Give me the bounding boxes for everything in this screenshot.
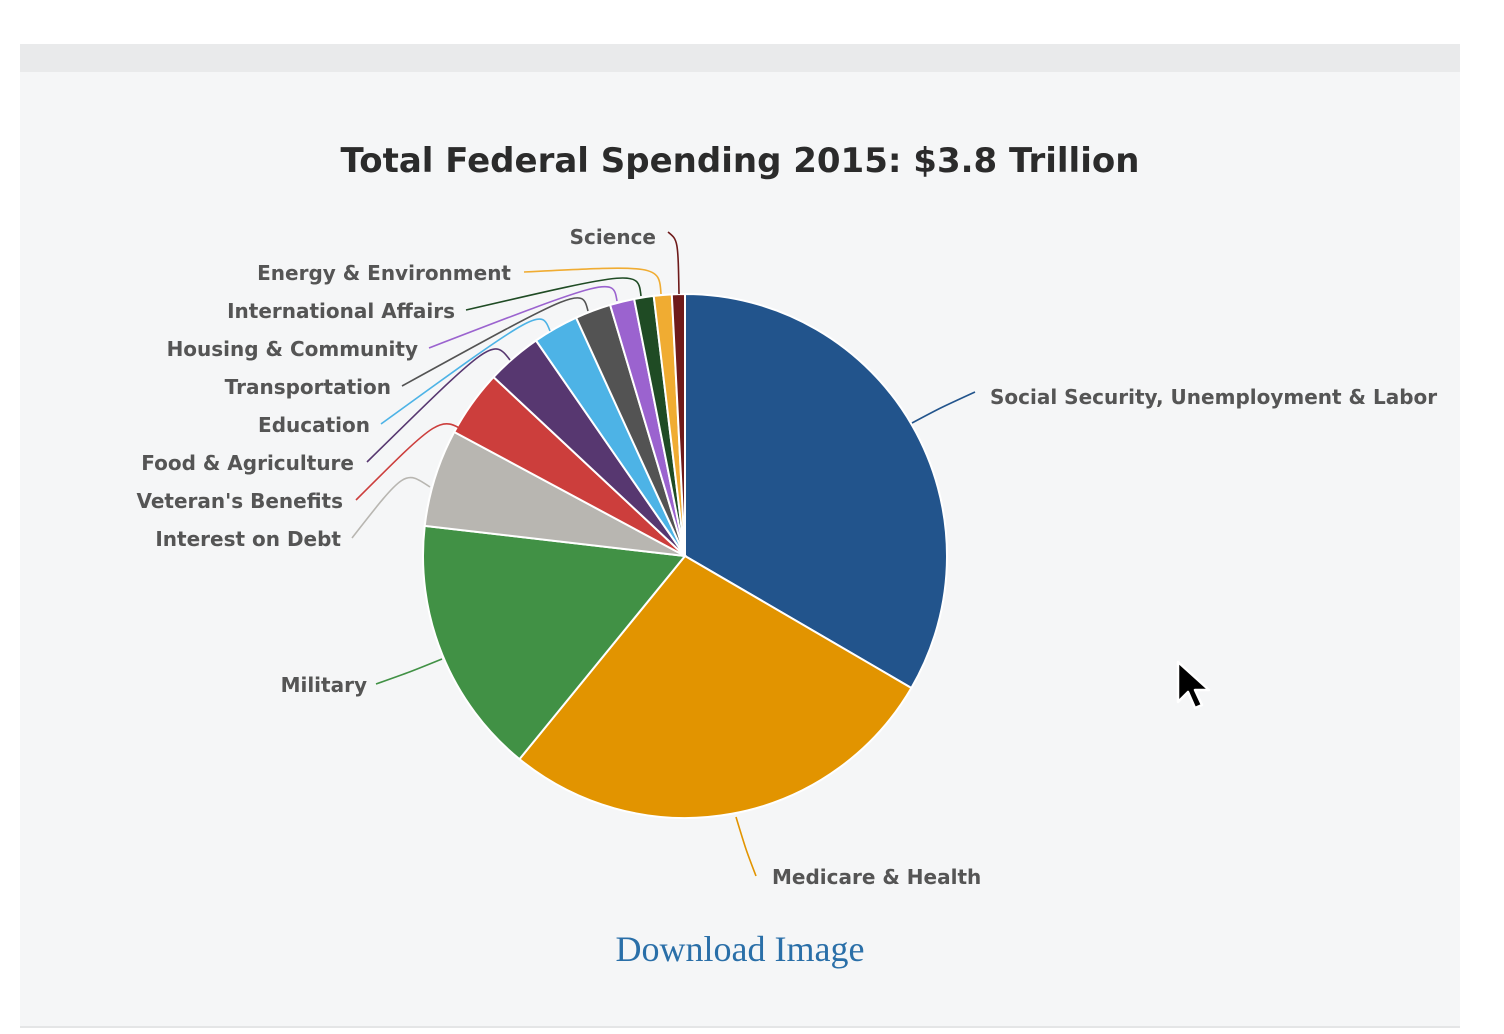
pie-slice-social-security-unemployment-labor[interactable] (684, 292, 948, 690)
slice-label: International Affairs (227, 299, 455, 323)
slice-label: Housing & Community (167, 337, 418, 361)
download-image-link[interactable]: Download Image (615, 929, 865, 969)
chart-title: Total Federal Spending 2015: $3.8 Trilli… (341, 141, 1140, 181)
slice-labels: Social Security, Unemployment & Labor Med… (136, 225, 1437, 889)
slice-label: Energy & Environment (257, 261, 511, 285)
pie-slice-medicare-health[interactable] (518, 554, 913, 819)
label-connector-line (667, 231, 680, 295)
label-connector-line (465, 277, 642, 311)
label-connector-line (428, 285, 618, 349)
slice-label: Science (570, 225, 656, 249)
slice-label: Medicare & Health (772, 865, 981, 889)
slice-label: Food & Agriculture (141, 451, 354, 475)
label-connector-line (355, 422, 467, 501)
slice-label: Interest on Debt (155, 527, 341, 551)
label-connector-line (911, 391, 976, 424)
slice-label: Transportation (225, 375, 391, 399)
label-connector-line (375, 658, 443, 685)
mouse-pointer-icon (1176, 660, 1211, 710)
slice-label: Military (281, 673, 367, 697)
panel-bottom-border (20, 1026, 1460, 1028)
pie-slice-military[interactable] (422, 524, 687, 761)
panel-top-bar (20, 44, 1460, 72)
slice-label: Education (258, 413, 370, 437)
label-connector-line (380, 318, 551, 425)
label-connector-line (351, 476, 431, 539)
label-connector-line (735, 816, 757, 877)
slice-label: Veteran's Benefits (136, 489, 343, 513)
label-connector-line (523, 267, 662, 295)
pie-slice-science[interactable] (670, 292, 686, 557)
pie-slices (422, 292, 948, 819)
label-connector-line (401, 297, 589, 387)
label-connectors (351, 231, 976, 877)
label-connector-line (366, 348, 511, 463)
slice-label: Social Security, Unemployment & Labor (990, 385, 1437, 409)
